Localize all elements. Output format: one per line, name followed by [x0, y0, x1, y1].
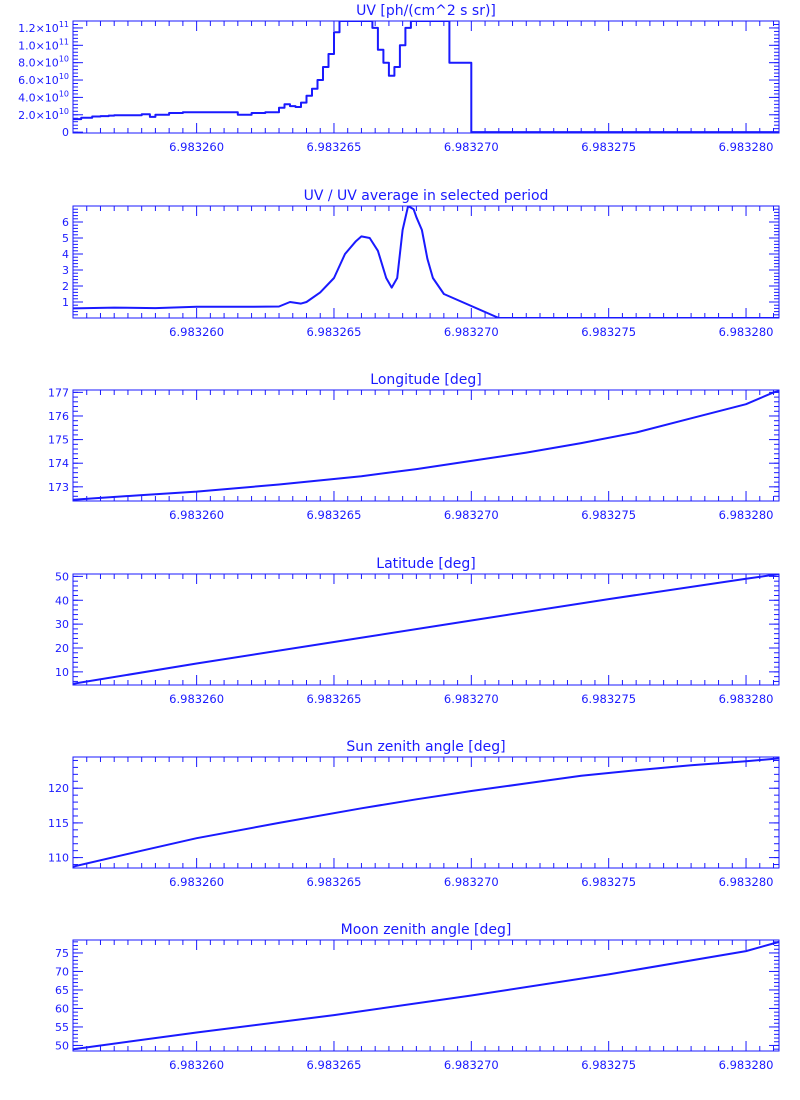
chart-panel-3: Longitude [deg] 6.983260 6.983265 6.983270 6… — [48, 372, 780, 522]
y-tick-label: 6 — [62, 216, 69, 229]
x-tick-label: 6.983260 — [169, 325, 224, 339]
y-tick-label: 70 — [55, 965, 69, 978]
y-tick-label: 10 — [55, 666, 69, 679]
x-tick-label: 6.983265 — [307, 692, 362, 706]
x-tick-label: 6.983265 — [307, 325, 362, 339]
plot-frame — [72, 389, 780, 502]
x-tick-label: 6.983275 — [581, 1058, 636, 1072]
x-tick-label: 6.983260 — [169, 1058, 224, 1072]
x-tick-label: 6.983265 — [307, 875, 362, 889]
y-tick-label: 177 — [48, 386, 69, 399]
series-line — [73, 940, 779, 1051]
y-tick-label: 120 — [48, 782, 69, 795]
panel-title: Moon zenith angle [deg] — [341, 922, 512, 938]
y-tick-label: 115 — [48, 817, 69, 830]
y-tick-label: 2 — [62, 280, 69, 293]
x-tick-label: 6.983270 — [444, 692, 499, 706]
y-tick-label: 1 — [62, 296, 69, 309]
x-tick-label: 6.983280 — [719, 325, 774, 339]
x-tick-label: 6.983260 — [169, 140, 224, 154]
y-tick-label: 1.0×1011 — [18, 37, 69, 52]
y-tick-label: 65 — [55, 984, 69, 997]
y-tick-label: 50 — [55, 570, 69, 583]
panel-title: UV [ph/(cm^2 s sr)] — [356, 3, 496, 19]
x-tick-label: 6.983270 — [444, 1058, 499, 1072]
chart-panel-2: UV / UV average in selected period 6.9832… — [62, 188, 780, 339]
y-tick-label: 4 — [62, 248, 69, 261]
plot-frame — [72, 20, 780, 134]
panel-title: Latitude [deg] — [376, 556, 475, 572]
x-tick-label: 6.983280 — [719, 140, 774, 154]
plot-frame — [72, 939, 780, 1052]
x-tick-label: 6.983260 — [169, 692, 224, 706]
x-tick-label: 6.983280 — [719, 1058, 774, 1072]
chart-panel-6: Moon zenith angle [deg] 6.983260 6.983265 6… — [55, 922, 780, 1072]
x-tick-label: 6.983280 — [719, 692, 774, 706]
x-tick-label: 6.983275 — [581, 692, 636, 706]
series-line — [73, 390, 779, 501]
y-tick-label: 0 — [62, 126, 69, 139]
x-tick-label: 6.983275 — [581, 508, 636, 522]
y-tick-label: 60 — [55, 1002, 69, 1015]
y-tick-label: 1.2×1011 — [18, 20, 69, 35]
series-line — [73, 757, 779, 868]
y-tick-label: 174 — [48, 457, 69, 470]
y-tick-label: 4.0×1010 — [18, 89, 69, 104]
x-tick-label: 6.983270 — [444, 140, 499, 154]
series-line — [73, 21, 779, 133]
y-tick-label: 8.0×1010 — [18, 55, 69, 70]
x-tick-label: 6.983270 — [444, 508, 499, 522]
chart-panel-5: Sun zenith angle [deg] 6.983260 6.983265 6.… — [48, 739, 780, 889]
x-tick-label: 6.983265 — [307, 140, 362, 154]
x-tick-label: 6.983260 — [169, 875, 224, 889]
y-tick-label: 6.0×1010 — [18, 72, 69, 87]
panel-title: UV / UV average in selected period — [304, 188, 549, 204]
x-tick-label: 6.983275 — [581, 875, 636, 889]
y-tick-label: 30 — [55, 618, 69, 631]
plot-frame — [72, 205, 780, 319]
x-tick-label: 6.983280 — [719, 875, 774, 889]
x-tick-label: 6.983275 — [581, 325, 636, 339]
plot-frame — [72, 756, 780, 869]
y-tick-label: 175 — [48, 434, 69, 447]
x-tick-label: 6.983260 — [169, 508, 224, 522]
y-tick-label: 5 — [62, 232, 69, 245]
y-tick-label: 2.0×1010 — [18, 107, 69, 122]
y-tick-label: 3 — [62, 264, 69, 277]
chart-panel-4: Latitude [deg] 6.983260 6.983265 6.983270 6.… — [55, 556, 780, 706]
y-tick-label: 75 — [55, 947, 69, 960]
x-tick-label: 6.983265 — [307, 1058, 362, 1072]
x-tick-label: 6.983270 — [444, 325, 499, 339]
x-tick-label: 6.983280 — [719, 508, 774, 522]
x-tick-label: 6.983270 — [444, 875, 499, 889]
y-tick-label: 50 — [55, 1039, 69, 1052]
y-tick-label: 173 — [48, 481, 69, 494]
y-tick-label: 55 — [55, 1021, 69, 1034]
y-tick-label: 110 — [48, 852, 69, 865]
series-line — [73, 574, 779, 685]
chart-panel-1: UV [ph/(cm^2 s sr)] 6.983260 6.983265 6.983… — [18, 3, 780, 154]
y-tick-label: 176 — [48, 410, 69, 423]
y-tick-label: 20 — [55, 642, 69, 655]
y-tick-label: 40 — [55, 594, 69, 607]
panel-title: Longitude [deg] — [370, 372, 481, 388]
plot-frame — [72, 573, 780, 686]
series-line — [73, 206, 779, 318]
x-tick-label: 6.983265 — [307, 508, 362, 522]
x-tick-label: 6.983275 — [581, 140, 636, 154]
panel-title: Sun zenith angle [deg] — [346, 739, 505, 755]
